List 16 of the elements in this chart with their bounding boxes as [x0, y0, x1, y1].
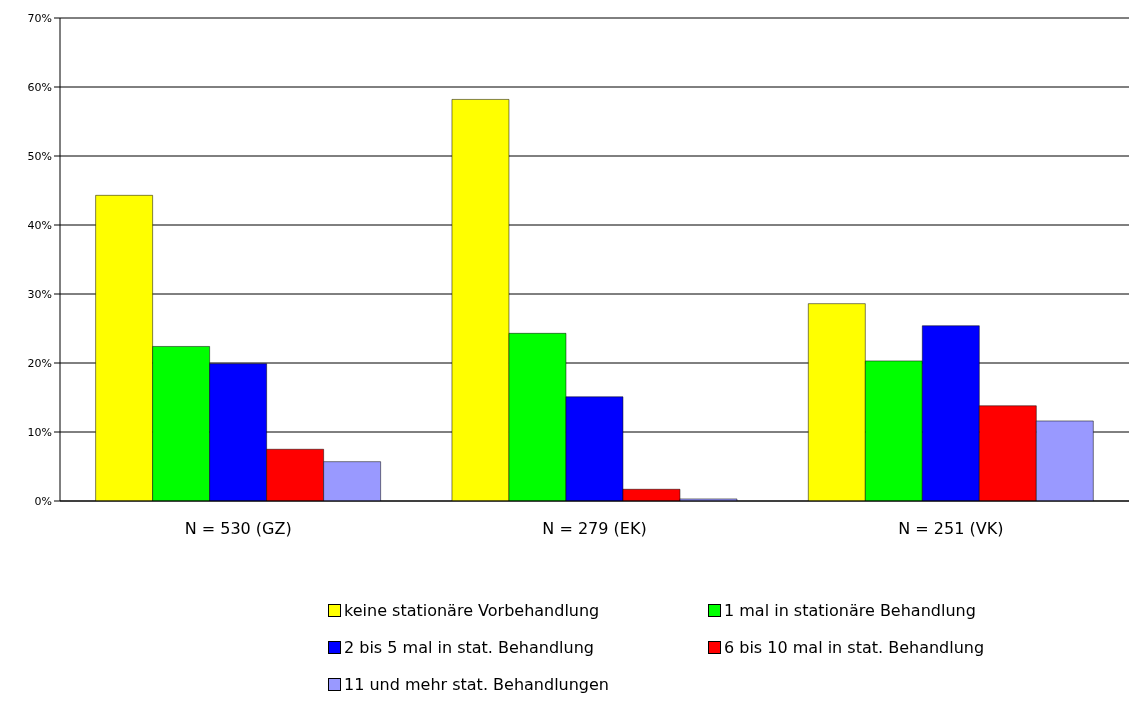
x-tick-label: N = 530 (GZ) — [184, 519, 292, 539]
y-tick-label: 40% — [27, 218, 52, 232]
y-tick-label: 0% — [34, 494, 52, 508]
y-tick-label: 60% — [27, 80, 52, 94]
x-tick-label: N = 251 (VK) — [898, 519, 1004, 539]
legend-label: 11 und mehr stat. Behandlungen — [344, 675, 609, 694]
y-tick-label: 20% — [27, 356, 52, 370]
x-tick-label: N = 279 (EK) — [542, 519, 647, 539]
legend-label: 1 mal in stationäre Behandlung — [724, 601, 976, 620]
y-tick-label: 70% — [27, 11, 52, 25]
y-tick-label: 50% — [27, 149, 52, 163]
y-tick-label: 30% — [27, 287, 52, 301]
legend-label: 2 bis 5 mal in stat. Behandlung — [344, 638, 594, 657]
y-tick-label: 10% — [27, 425, 52, 439]
legend-label: keine stationäre Vorbehandlung — [344, 601, 600, 620]
legend-label: 6 bis 10 mal in stat. Behandlung — [724, 638, 985, 657]
